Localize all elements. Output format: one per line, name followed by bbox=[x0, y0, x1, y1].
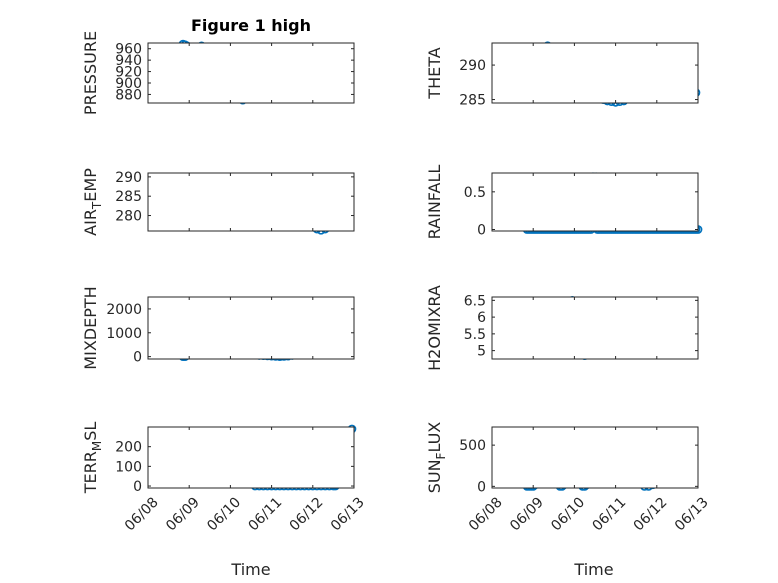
y-tick-label: 6.5 bbox=[464, 293, 486, 309]
y-tick-label: 0 bbox=[133, 479, 142, 495]
x-tick-label: 06/11 bbox=[590, 494, 630, 534]
y-tick-label: 900 bbox=[115, 76, 142, 92]
x-tick-label: 06/08 bbox=[122, 494, 162, 534]
panel-sunflux: 0 500 06/08 06/09 06/10 06/11 06/12 06/13 SUNFLU… bbox=[425, 422, 712, 535]
panel-mixdepth: 0 1000 2000 MIXDEPTH bbox=[81, 286, 355, 370]
x-tick-label: 06/09 bbox=[163, 494, 203, 534]
y-axis-label-air_temp: AIRTEMP bbox=[81, 168, 104, 236]
y-tick-label: 940 bbox=[115, 53, 142, 69]
x-tick-label: 06/09 bbox=[507, 494, 547, 534]
y-tick-label: 290 bbox=[459, 58, 486, 74]
y-axis-label-pressure: PRESSURE bbox=[81, 31, 100, 115]
y-tick-label: 960 bbox=[115, 42, 142, 58]
axis-frame-theta bbox=[491, 42, 699, 104]
panel-air_temp: 280 285 290 AIRTEMP bbox=[81, 168, 355, 236]
panel-h2omixra: 55.566.5 H2OMIXRA bbox=[425, 285, 699, 371]
x-tick-label: 06/13 bbox=[672, 494, 712, 534]
panel-rainfall: 0 0.5 RAINFALL bbox=[425, 165, 703, 240]
y-tick-label: 100 bbox=[115, 459, 142, 475]
x-axis-label-right: Time bbox=[573, 560, 613, 579]
y-tick-label: 280 bbox=[115, 209, 142, 225]
y-axis-label-terrmsl: TERRMSL bbox=[81, 422, 104, 495]
y-tick-label: 285 bbox=[459, 93, 486, 109]
y-tick-label: 0 bbox=[477, 479, 486, 495]
x-tick-label: 06/13 bbox=[328, 494, 368, 534]
y-tick-label: 1000 bbox=[106, 326, 142, 342]
x-axis-label-left: Time bbox=[230, 560, 270, 579]
y-tick-label: 290 bbox=[115, 170, 142, 186]
axis-frame-terrmsl bbox=[147, 426, 355, 489]
y-tick-label: 500 bbox=[459, 438, 486, 454]
y-tick-label: 5.5 bbox=[464, 327, 486, 343]
y-tick-label: 285 bbox=[115, 189, 142, 205]
y-axis-label-rainfall: RAINFALL bbox=[425, 165, 444, 240]
figure-title: Figure 1 high bbox=[191, 16, 311, 35]
y-tick-label: 0 bbox=[133, 350, 142, 366]
y-tick-label: 0 bbox=[477, 222, 486, 238]
panel-terrmsl: 0 100 200 06/08 06/09 06/10 06/11 06/12 06/13 TER… bbox=[81, 422, 368, 535]
y-tick-label: 880 bbox=[115, 87, 142, 103]
y-axis-label-theta: THETA bbox=[425, 47, 444, 99]
y-tick-label: 200 bbox=[115, 440, 142, 456]
x-tick-label: 06/12 bbox=[287, 494, 327, 534]
axis-frame-mixdepth bbox=[147, 296, 355, 360]
x-tick-label: 06/12 bbox=[631, 494, 671, 534]
y-tick-label: 920 bbox=[115, 65, 142, 81]
y-tick-label: 5 bbox=[477, 344, 486, 360]
axis-frame-air_temp bbox=[147, 172, 355, 232]
axis-frame-pressure bbox=[147, 42, 355, 104]
y-axis-label-h2omixra: H2OMIXRA bbox=[425, 285, 444, 371]
x-tick-label: 06/08 bbox=[466, 494, 506, 534]
y-axis-label-mixdepth: MIXDEPTH bbox=[81, 286, 100, 369]
y-tick-label: 0.5 bbox=[464, 185, 486, 201]
y-axis-label-sunflux: SUNFLUX bbox=[425, 422, 448, 494]
y-tick-label: 6 bbox=[477, 310, 486, 326]
axis-frame-rainfall bbox=[491, 172, 699, 232]
x-tick-label: 06/10 bbox=[204, 494, 244, 534]
axis-frame-sunflux bbox=[491, 426, 699, 489]
panel-theta: 285 290 THETA bbox=[425, 41, 701, 109]
axis-frame-h2omixra bbox=[491, 296, 699, 360]
x-tick-label: 06/11 bbox=[246, 494, 286, 534]
x-tick-label: 06/10 bbox=[548, 494, 588, 534]
y-tick-label: 2000 bbox=[106, 302, 142, 318]
